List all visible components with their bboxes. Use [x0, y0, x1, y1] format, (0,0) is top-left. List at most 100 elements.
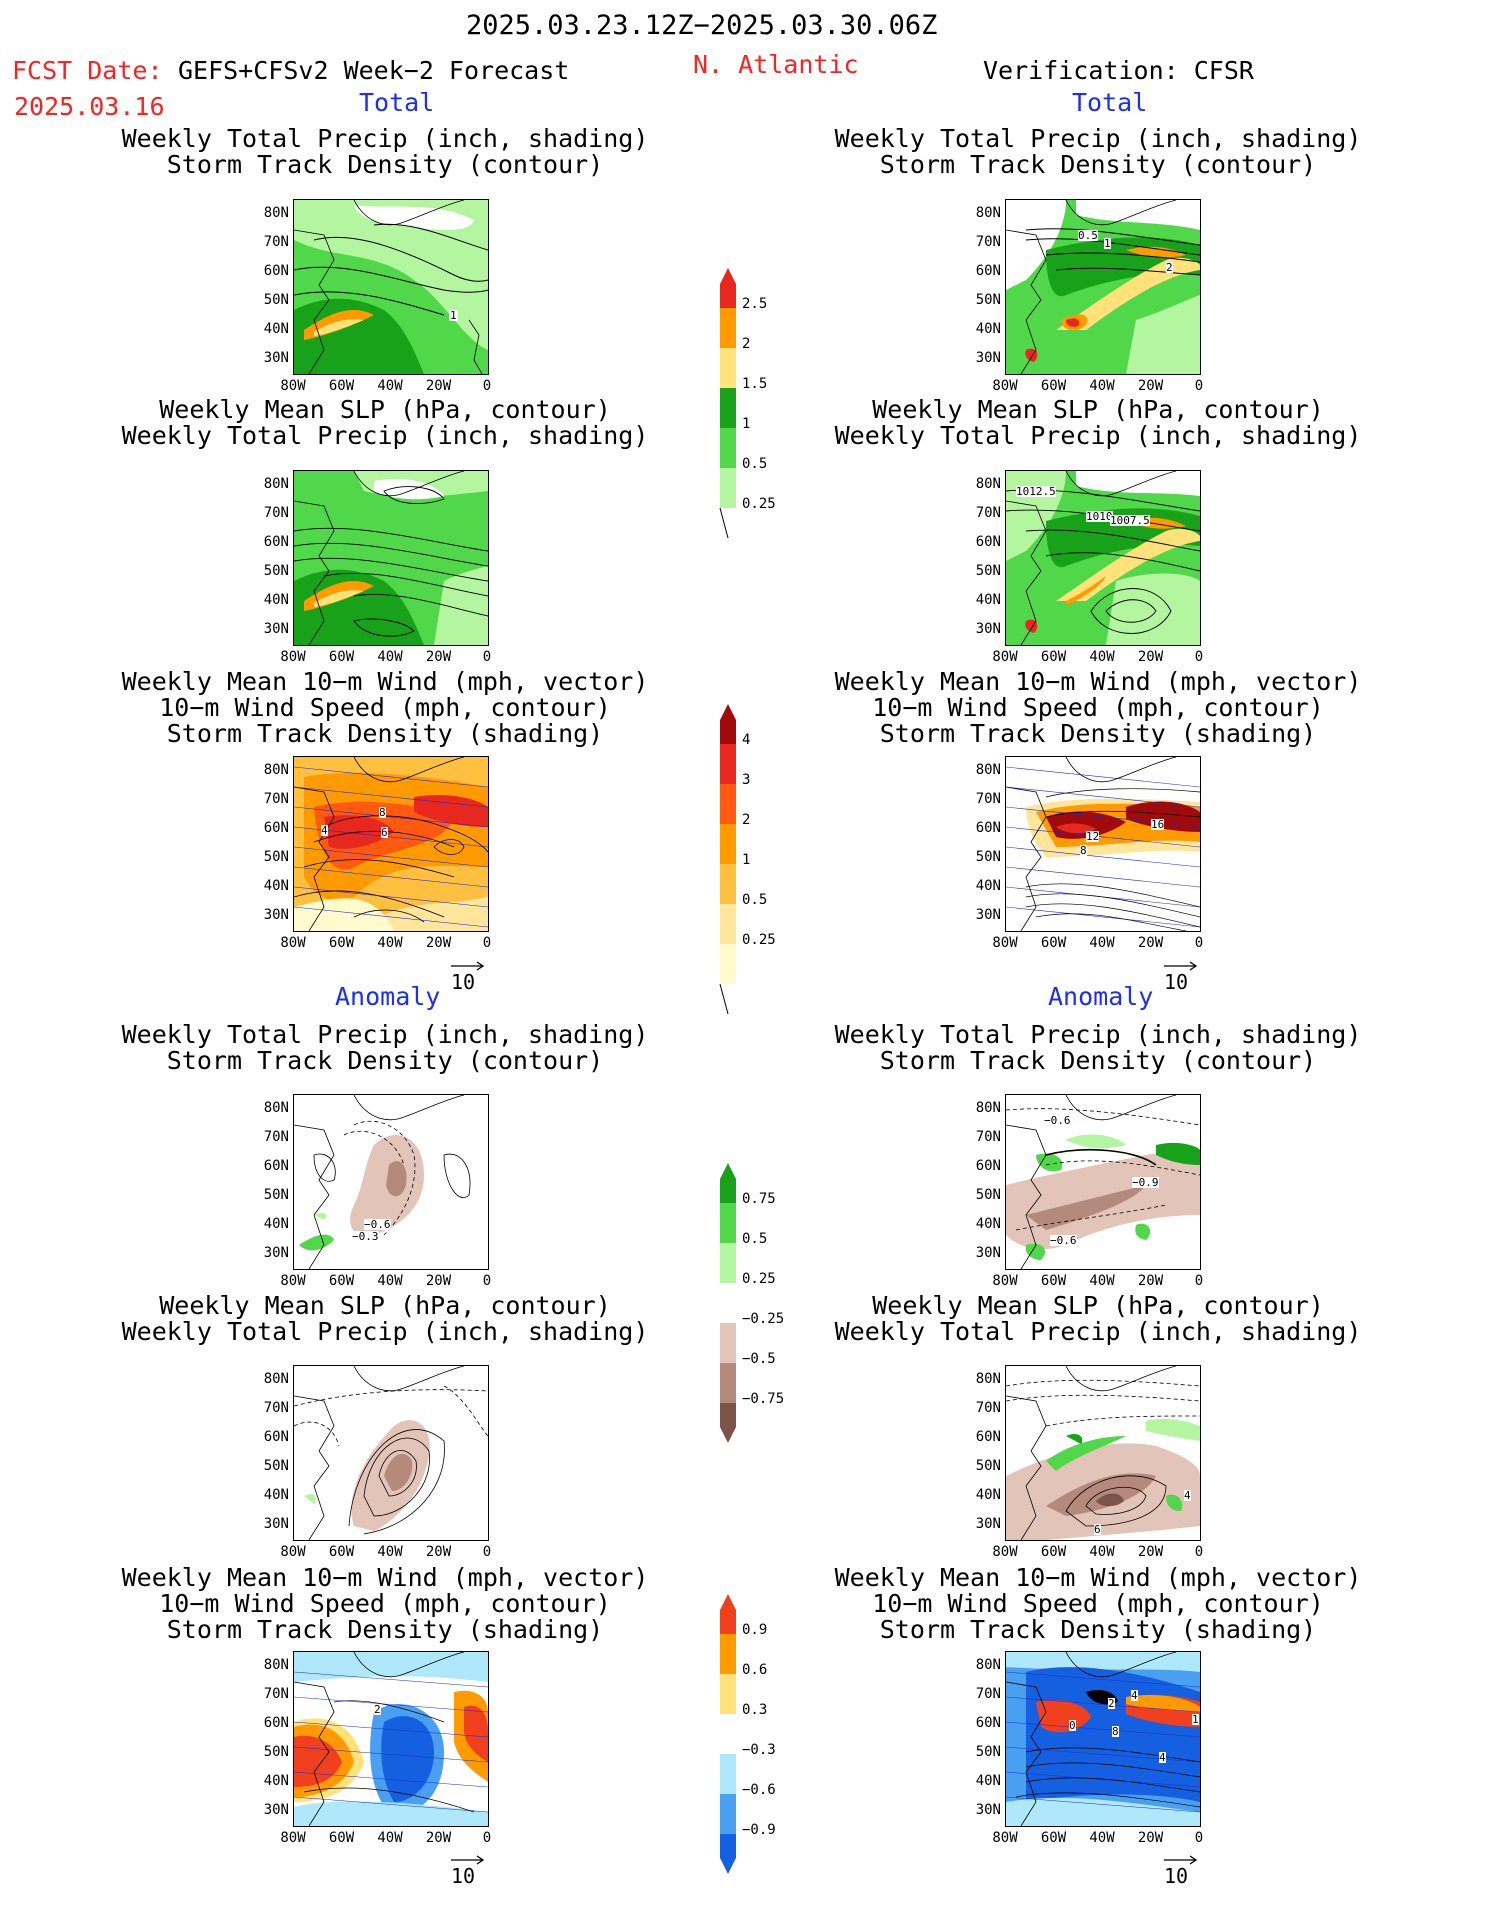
lon-tick-label: 60W [328, 1544, 355, 1560]
colorbar-segment [720, 744, 736, 784]
colorbar-tick-label: 2 [742, 812, 751, 828]
contour-label: 8 [1080, 844, 1087, 857]
lat-tick-label: 70N [263, 1400, 289, 1416]
lat-tick-label: 40N [975, 1216, 1001, 1232]
map-fcst-slp-anom [293, 1365, 489, 1541]
lon-tick-label: 0 [1194, 1273, 1204, 1289]
colorbar-tick-label: −0.75 [742, 1391, 785, 1407]
colorbar-track-anom [720, 1594, 736, 1874]
vector-reference-arrow [1164, 961, 1198, 971]
lat-tick-label: 60N [263, 1429, 289, 1445]
lat-tick-label: 50N [263, 849, 289, 865]
lat-tick-label: 60N [975, 534, 1001, 550]
contour-label: 6 [1094, 1523, 1101, 1536]
lon-tick-label: 20W [1137, 1273, 1164, 1289]
panel-title-cfsr-slp-anom: Weekly Mean SLP (hPa, contour) Weekly To… [834, 1291, 1362, 1346]
colorbar-precip-total [719, 268, 736, 539]
vector-reference-label: 10 [451, 1864, 476, 1888]
lon-tick-label: 0 [1194, 649, 1204, 665]
lat-tick-label: 70N [975, 1686, 1001, 1702]
lon-tick-label: 20W [1137, 1830, 1164, 1846]
lat-tick-label: 80N [975, 476, 1001, 492]
colorbar-segment [720, 944, 736, 984]
lat-tick-label: 30N [975, 1245, 1001, 1261]
map-cfsr-slp-anom: 4 6 [1005, 1365, 1201, 1541]
lon-tick-label: 40W [1089, 1830, 1115, 1846]
colorbar-segment [720, 1754, 736, 1794]
map-fcst-precip-total: 1 [293, 199, 489, 375]
colorbar-tick-label: 0.5 [742, 892, 768, 908]
lat-tick-label: 80N [975, 762, 1001, 778]
panel-title-cfsr-wind-total: Weekly Mean 10−m Wind (mph, vector) 10−m… [834, 667, 1362, 748]
lat-tick-label: 40N [975, 321, 1001, 337]
lon-tick-label: 80W [992, 935, 1018, 951]
lon-tick-label: 20W [1137, 378, 1164, 394]
lat-tick-label: 60N [263, 820, 289, 836]
panel-title-fcst-slp-total: Weekly Mean SLP (hPa, contour) Weekly To… [121, 395, 649, 450]
lon-tick-label: 60W [1040, 1273, 1067, 1289]
lon-tick-label: 80W [280, 1544, 306, 1560]
lon-tick-label: 0 [1194, 1544, 1204, 1560]
contour-label: 1012.5 [1016, 485, 1056, 498]
map-fcst-wind-anom: 2 [293, 1651, 489, 1827]
lat-tick-label: 70N [263, 1129, 289, 1145]
lat-tick-label: 30N [263, 350, 289, 366]
lon-tick-label: 20W [425, 1830, 452, 1846]
lat-tick-label: 70N [975, 791, 1001, 807]
panel-title-cfsr-precip-anom: Weekly Total Precip (inch, shading) Stor… [834, 1020, 1362, 1075]
colorbar-segment [720, 1203, 736, 1243]
lat-tick-label: 60N [263, 1158, 289, 1174]
panel-title-fcst-precip-total: Weekly Total Precip (inch, shading) Stor… [121, 124, 649, 179]
fcst-model-label: GEFS+CFSv2 Week−2 Forecast [178, 56, 570, 85]
contour-label: −0.3 [352, 1230, 379, 1243]
contour-label: −0.6 [1044, 1114, 1071, 1127]
lat-tick-label: 80N [263, 762, 289, 778]
contour-label: 2 [374, 1703, 381, 1716]
contour-label: 4 [321, 824, 328, 837]
colorbar-segment [720, 348, 736, 388]
colorbar-segment [720, 1674, 736, 1714]
lon-tick-label: 20W [425, 1273, 452, 1289]
lat-tick-label: 40N [263, 592, 289, 608]
lat-tick-label: 80N [263, 1657, 289, 1673]
contour-label: 2 [1108, 1697, 1115, 1710]
contour-label: 1 [449, 309, 458, 322]
lat-tick-label: 40N [975, 1487, 1001, 1503]
lon-tick-label: 0 [482, 935, 492, 951]
lat-tick-label: 60N [975, 1158, 1001, 1174]
lat-tick-label: 60N [263, 534, 289, 550]
colorbar-tick-label: 2 [742, 336, 751, 352]
colorbar-segment [720, 1403, 736, 1443]
lon-tick-label: 20W [425, 1544, 452, 1560]
lon-tick-label: 40W [377, 378, 403, 394]
lat-tick-label: 50N [263, 563, 289, 579]
panel-title-cfsr-precip-total: Weekly Total Precip (inch, shading) Stor… [834, 124, 1362, 179]
lon-tick-label: 80W [280, 1273, 306, 1289]
contour-label: 1 [1104, 237, 1111, 250]
lon-tick-label: 60W [328, 378, 355, 394]
lon-tick-label: 60W [1040, 1830, 1067, 1846]
lat-tick-label: 40N [975, 878, 1001, 894]
lat-tick-label: 30N [263, 1802, 289, 1818]
panel-title-cfsr-wind-anom: Weekly Mean 10−m Wind (mph, vector) 10−m… [834, 1563, 1362, 1644]
colorbar-tick-label: 3 [742, 772, 751, 788]
map-fcst-slp-total [293, 470, 489, 646]
vector-reference-arrow [1164, 1855, 1198, 1865]
lat-tick-label: 50N [263, 1744, 289, 1760]
lat-tick-label: 70N [975, 1129, 1001, 1145]
lon-tick-label: 40W [1089, 935, 1115, 951]
lon-tick-label: 80W [992, 1273, 1018, 1289]
lat-tick-label: 70N [263, 234, 289, 250]
lon-tick-label: 0 [482, 649, 492, 665]
contour-label: 12 [1086, 830, 1100, 843]
vector-reference-arrow [451, 1855, 485, 1865]
lat-tick-label: 50N [975, 1458, 1001, 1474]
lat-tick-label: 60N [263, 1715, 289, 1731]
lat-tick-label: 80N [263, 1100, 289, 1116]
colorbar-segment [720, 1634, 736, 1674]
lat-tick-label: 30N [263, 1516, 289, 1532]
verification-label: Verification: CFSR [983, 56, 1254, 85]
colorbar-tick-label: 1 [742, 852, 751, 868]
lat-tick-label: 50N [975, 292, 1001, 308]
colorbar-segment [720, 308, 736, 348]
